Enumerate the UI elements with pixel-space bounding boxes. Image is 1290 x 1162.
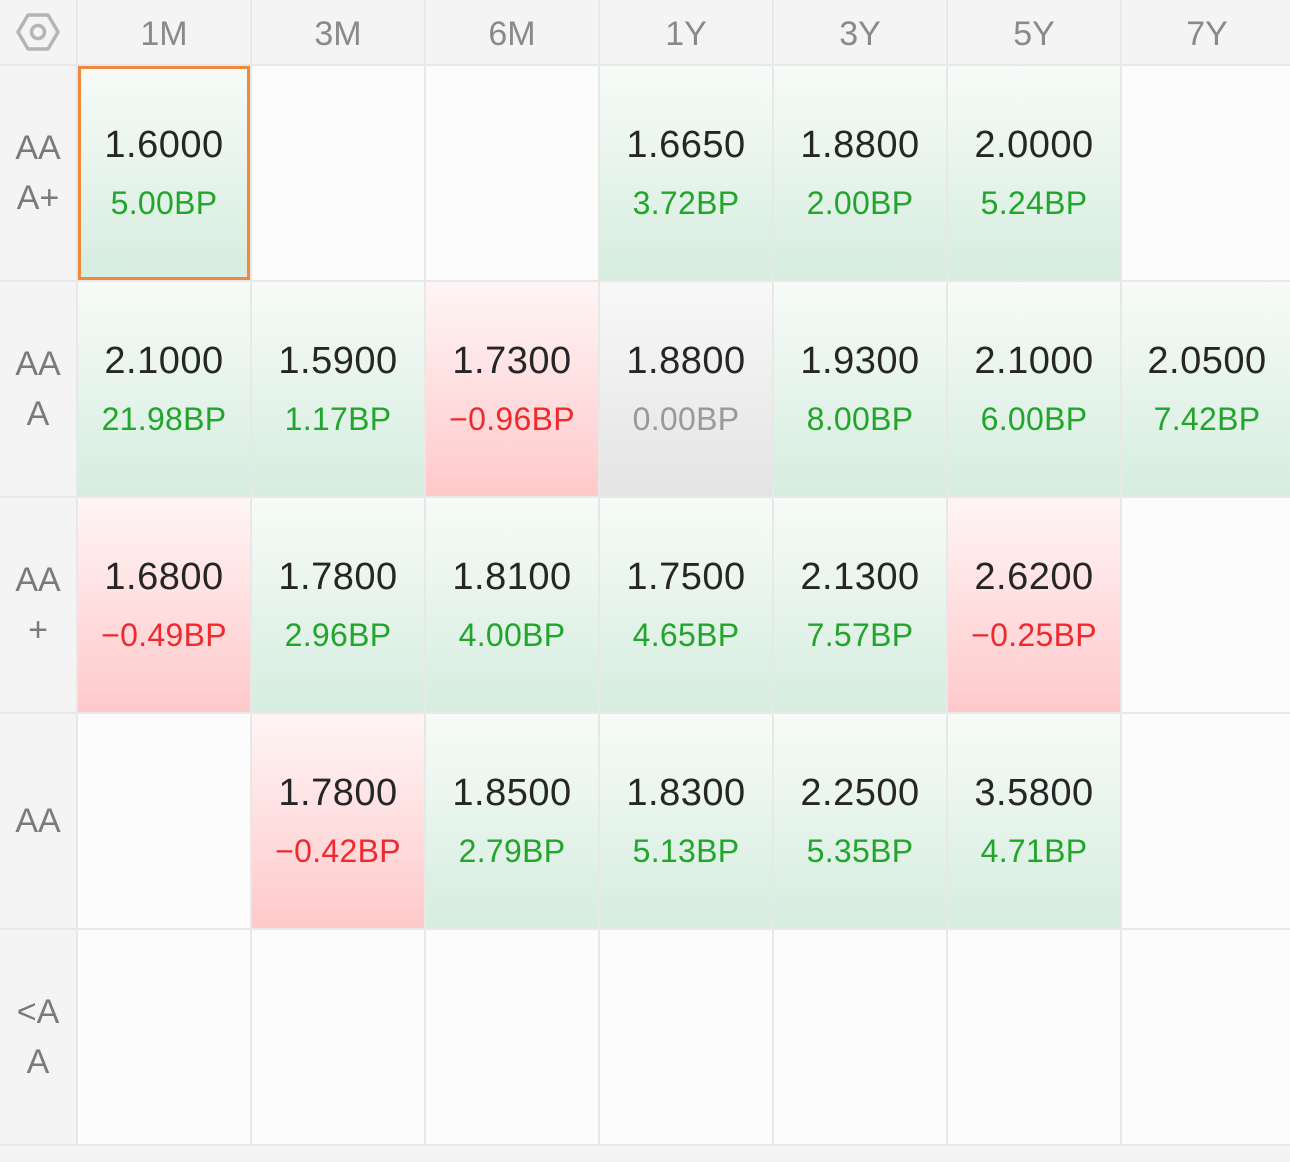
change-bp: 0.00BP (632, 401, 740, 437)
yield-rate: 1.6800 (104, 556, 224, 598)
change-bp: −0.25BP (971, 617, 1097, 653)
yield-rate: 1.8300 (626, 772, 746, 814)
yield-rate: 2.0500 (1147, 340, 1267, 382)
yield-rate: 1.8100 (452, 556, 572, 598)
quote-cell[interactable]: 1.5900 1.17BP (252, 282, 424, 496)
empty-cell (252, 66, 424, 280)
row-header-rating[interactable]: <AA (0, 930, 76, 1144)
change-bp: 2.96BP (284, 617, 392, 653)
quote-cell[interactable]: 1.6800 −0.49BP (78, 498, 250, 712)
change-bp: −0.49BP (101, 617, 227, 653)
quote-cell[interactable]: 1.6650 3.72BP (600, 66, 772, 280)
change-bp: 5.00BP (110, 185, 218, 221)
quote-cell[interactable]: 1.8100 4.00BP (426, 498, 598, 712)
row-header-rating[interactable]: AAA (0, 282, 76, 496)
empty-cell (252, 930, 424, 1144)
quote-cell[interactable]: 2.1000 6.00BP (948, 282, 1120, 496)
quote-cell[interactable]: 2.1300 7.57BP (774, 498, 946, 712)
quote-cell[interactable]: 1.7800 −0.42BP (252, 714, 424, 928)
change-bp: 4.71BP (980, 833, 1088, 869)
empty-cell (426, 66, 598, 280)
quote-cell[interactable]: 2.0000 5.24BP (948, 66, 1120, 280)
quote-cell[interactable]: 2.1000 21.98BP (78, 282, 250, 496)
change-bp: 8.00BP (806, 401, 914, 437)
yield-rate: 1.7800 (278, 556, 398, 598)
row-header-rating[interactable]: AAA+ (0, 66, 76, 280)
column-header-1y[interactable]: 1Y (600, 0, 772, 64)
change-bp: −0.96BP (449, 401, 575, 437)
quote-cell[interactable]: 1.7800 2.96BP (252, 498, 424, 712)
empty-cell (948, 930, 1120, 1144)
column-header-7y[interactable]: 7Y (1122, 0, 1290, 64)
yield-rate: 1.6650 (626, 124, 746, 166)
quote-cell[interactable]: 1.8800 2.00BP (774, 66, 946, 280)
empty-cell (78, 930, 250, 1144)
yield-rate: 1.9300 (800, 340, 920, 382)
column-header-5y[interactable]: 5Y (948, 0, 1120, 64)
hexagon-settings-icon (16, 12, 60, 52)
yield-rate: 2.0000 (974, 124, 1094, 166)
change-bp: 7.57BP (806, 617, 914, 653)
yield-rate: 1.7800 (278, 772, 398, 814)
change-bp: 5.24BP (980, 185, 1088, 221)
change-bp: −0.42BP (275, 833, 401, 869)
change-bp: 1.17BP (284, 401, 392, 437)
yield-rate: 1.8800 (626, 340, 746, 382)
column-header-3m[interactable]: 3M (252, 0, 424, 64)
row-header-rating[interactable]: AA (0, 714, 76, 928)
quote-cell[interactable]: 1.7500 4.65BP (600, 498, 772, 712)
empty-cell (774, 930, 946, 1144)
change-bp: 6.00BP (980, 401, 1088, 437)
settings-button[interactable] (0, 0, 76, 64)
change-bp: 4.65BP (632, 617, 740, 653)
yield-rate: 3.5800 (974, 772, 1094, 814)
yield-rate: 2.1300 (800, 556, 920, 598)
change-bp: 3.72BP (632, 185, 740, 221)
yield-rate: 1.5900 (278, 340, 398, 382)
change-bp: 4.00BP (458, 617, 566, 653)
column-header-1m[interactable]: 1M (78, 0, 250, 64)
change-bp: 5.35BP (806, 833, 914, 869)
quote-cell[interactable]: 1.7300 −0.96BP (426, 282, 598, 496)
empty-cell (1122, 66, 1290, 280)
change-bp: 2.00BP (806, 185, 914, 221)
yield-rate: 2.2500 (800, 772, 920, 814)
yield-rate: 1.7300 (452, 340, 572, 382)
change-bp: 7.42BP (1153, 401, 1261, 437)
yield-rate: 2.1000 (974, 340, 1094, 382)
yield-rate: 1.6000 (104, 124, 224, 166)
change-bp: 2.79BP (458, 833, 566, 869)
yield-rate: 1.8500 (452, 772, 572, 814)
quote-cell[interactable]: 3.5800 4.71BP (948, 714, 1120, 928)
quote-cell[interactable]: 1.9300 8.00BP (774, 282, 946, 496)
empty-cell (1122, 498, 1290, 712)
quote-cell[interactable]: 2.6200 −0.25BP (948, 498, 1120, 712)
yield-rate: 1.8800 (800, 124, 920, 166)
yield-rate: 2.1000 (104, 340, 224, 382)
empty-cell (426, 930, 598, 1144)
empty-cell (78, 714, 250, 928)
quote-cell[interactable]: 1.8500 2.79BP (426, 714, 598, 928)
empty-cell (1122, 714, 1290, 928)
quote-cell[interactable]: 2.0500 7.42BP (1122, 282, 1290, 496)
quote-cell[interactable]: 1.8800 0.00BP (600, 282, 772, 496)
quote-cell[interactable]: 2.2500 5.35BP (774, 714, 946, 928)
empty-cell (600, 930, 772, 1144)
yield-rate: 1.7500 (626, 556, 746, 598)
yield-rate: 2.6200 (974, 556, 1094, 598)
change-bp: 5.13BP (632, 833, 740, 869)
row-header-rating[interactable]: AA+ (0, 498, 76, 712)
quote-cell[interactable]: 1.6000 5.00BP (78, 66, 250, 280)
change-bp: 21.98BP (101, 401, 227, 437)
column-header-3y[interactable]: 3Y (774, 0, 946, 64)
column-header-6m[interactable]: 6M (426, 0, 598, 64)
empty-cell (1122, 930, 1290, 1144)
quote-cell[interactable]: 1.8300 5.13BP (600, 714, 772, 928)
